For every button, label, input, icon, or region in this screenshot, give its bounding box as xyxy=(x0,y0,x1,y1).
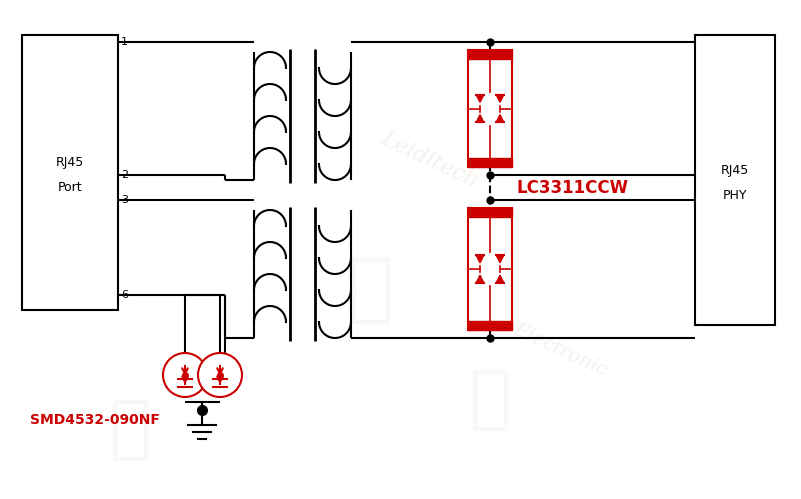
Text: Leiditech: Leiditech xyxy=(377,128,482,192)
Text: Port: Port xyxy=(58,181,83,194)
Polygon shape xyxy=(476,255,484,263)
Text: 1: 1 xyxy=(121,37,128,47)
Polygon shape xyxy=(496,95,504,102)
Text: RJ45: RJ45 xyxy=(721,164,749,177)
Text: SMD4532-090NF: SMD4532-090NF xyxy=(30,413,160,427)
Text: PHY: PHY xyxy=(723,189,747,202)
Bar xyxy=(22,35,118,310)
Bar xyxy=(468,50,512,59)
Text: 6: 6 xyxy=(121,290,128,300)
Polygon shape xyxy=(496,115,504,122)
Text: 2: 2 xyxy=(121,170,128,180)
Bar xyxy=(468,208,512,217)
Bar xyxy=(468,158,512,167)
Circle shape xyxy=(198,353,242,397)
Polygon shape xyxy=(496,255,504,263)
Text: 電: 電 xyxy=(347,253,393,327)
Text: 卯: 卯 xyxy=(109,397,151,464)
Polygon shape xyxy=(496,275,504,283)
Text: 子: 子 xyxy=(469,367,511,434)
Circle shape xyxy=(163,353,207,397)
Polygon shape xyxy=(476,115,484,122)
Text: RJ45: RJ45 xyxy=(56,156,84,169)
Bar xyxy=(695,35,775,325)
Bar xyxy=(468,50,512,167)
Text: LC3311CCW: LC3311CCW xyxy=(516,179,628,197)
Text: Electronic: Electronic xyxy=(510,320,610,380)
Bar xyxy=(468,321,512,330)
Polygon shape xyxy=(476,275,484,283)
Polygon shape xyxy=(476,95,484,102)
Bar xyxy=(468,208,512,330)
Text: 3: 3 xyxy=(121,195,128,205)
